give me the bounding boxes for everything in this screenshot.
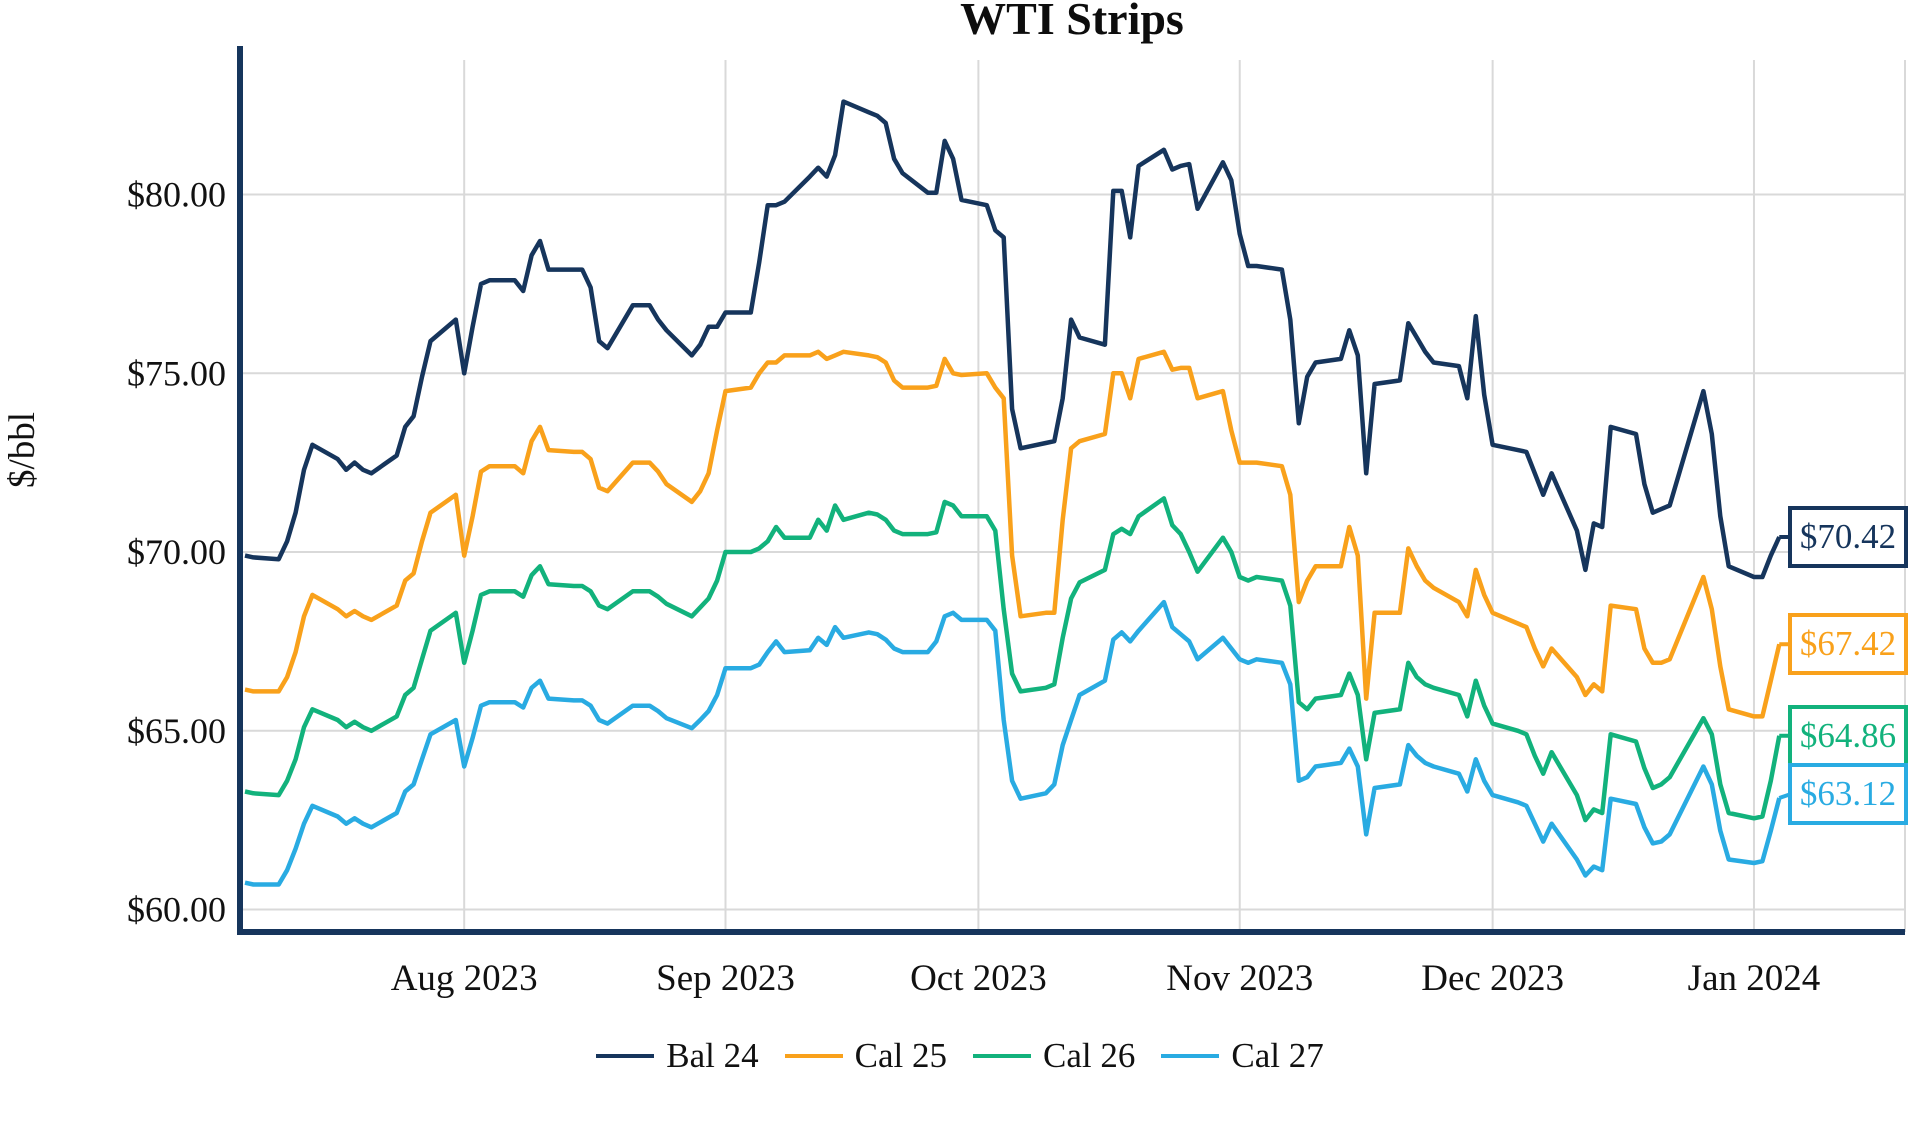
end-value-box-cyan: $63.12 — [1788, 762, 1908, 825]
end-value-box-orange: $67.42 — [1788, 613, 1908, 676]
legend-label: Cal 26 — [1043, 1036, 1136, 1075]
series-line-bal24 — [244, 99, 1782, 580]
legend-item-bal24: Bal 24 — [596, 1036, 759, 1076]
legend-swatch-green-icon — [973, 1054, 1031, 1058]
series-line-cal25 — [244, 349, 1782, 719]
y-tick-label: $60.00 — [127, 890, 226, 930]
legend-label: Cal 25 — [854, 1036, 947, 1075]
legend-item-cal26: Cal 26 — [973, 1036, 1135, 1076]
legend-label: Cal 27 — [1231, 1036, 1324, 1075]
x-tick-label: Aug 2023 — [391, 958, 538, 999]
y-tick-label: $65.00 — [127, 711, 226, 751]
end-value-box-navy: $70.42 — [1788, 505, 1908, 568]
y-axis-title: $/bbl — [2, 412, 43, 488]
x-tick-label: Sep 2023 — [656, 958, 795, 999]
end-value-box-green: $64.86 — [1788, 704, 1908, 767]
legend-label: Bal 24 — [666, 1036, 759, 1075]
legend: Bal 24 Cal 25 Cal 26 Cal 27 — [0, 1036, 1920, 1076]
y-tick-label: $80.00 — [127, 175, 226, 215]
legend-item-cal27: Cal 27 — [1161, 1036, 1324, 1076]
chart-title: WTI Strips — [960, 0, 1184, 44]
y-tick-label: $75.00 — [127, 353, 226, 393]
series-line-cal27 — [244, 599, 1782, 887]
legend-swatch-navy-icon — [596, 1054, 655, 1058]
x-tick-label: Oct 2023 — [910, 958, 1047, 999]
x-tick-label: Dec 2023 — [1421, 958, 1564, 999]
y-tick-label: $70.00 — [127, 532, 226, 572]
legend-swatch-cyan-icon — [1161, 1054, 1220, 1058]
series-line-cal26 — [244, 496, 1782, 823]
x-tick-label: Jan 2024 — [1688, 958, 1821, 999]
x-tick-label: Nov 2023 — [1166, 958, 1313, 999]
legend-swatch-orange-icon — [784, 1054, 843, 1058]
legend-item-cal25: Cal 25 — [784, 1036, 947, 1076]
